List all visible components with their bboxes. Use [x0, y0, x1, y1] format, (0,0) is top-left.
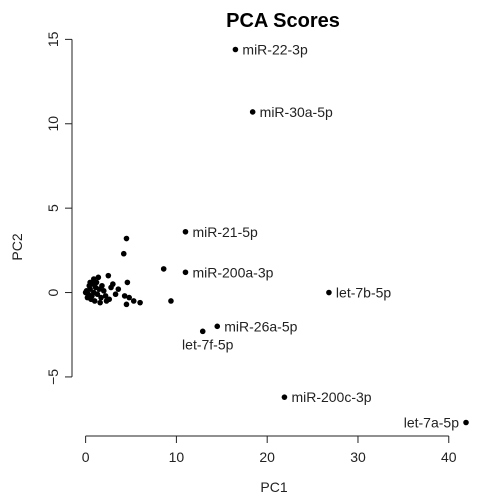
data-point [94, 291, 101, 298]
data-point [126, 294, 132, 301]
labeled-data-point [182, 228, 189, 235]
data-point [99, 282, 105, 289]
point-label: miR-22-3p [242, 42, 308, 58]
y-axis-label: PC2 [9, 233, 25, 260]
y-tick-label: −5 [45, 369, 61, 385]
point-label: miR-200a-3p [192, 264, 273, 280]
data-point [84, 294, 91, 301]
data-point [98, 294, 104, 301]
y-tick-label: 5 [45, 204, 61, 212]
data-point [112, 291, 119, 298]
y-tick-label: 10 [45, 116, 61, 132]
labeled-data-point [232, 46, 239, 53]
data-point [123, 301, 130, 308]
point-label: let-7f-5p [182, 336, 234, 352]
labeled-data-point [249, 109, 256, 115]
data-point [130, 298, 137, 304]
data-point [82, 289, 89, 296]
point-label: miR-26a-5p [224, 318, 297, 334]
data-point [97, 299, 103, 306]
labeled-data-point [463, 419, 469, 426]
data-point [120, 250, 127, 257]
point-label: let-7b-5p [336, 285, 391, 301]
x-tick-label: 40 [441, 449, 457, 465]
labeled-data-point [182, 269, 189, 276]
data-point [124, 279, 131, 286]
point-labels: miR-22-3p miR-30a-5p miR-21-5p miR-200a-3p l… [182, 42, 459, 431]
chart-title: PCA Scores [226, 10, 340, 32]
data-point [100, 288, 107, 294]
data-point [106, 296, 113, 303]
data-point [105, 272, 112, 279]
data-point [102, 293, 109, 299]
labeled-data-point [199, 328, 206, 335]
data-point [137, 299, 143, 306]
data-point [121, 293, 128, 299]
data-point [95, 274, 102, 281]
data-point [168, 298, 174, 304]
labeled-data-point [281, 394, 288, 400]
data-point [90, 276, 97, 282]
labeled-data-point [326, 289, 332, 296]
data-point [91, 298, 98, 304]
point-label: miR-200c-3p [291, 389, 371, 405]
point-label: miR-30a-5p [260, 104, 333, 120]
plot-points [82, 46, 469, 426]
data-point [87, 279, 93, 286]
point-label: miR-21-5p [192, 224, 258, 240]
labeled-data-point [214, 323, 221, 330]
y-tick-label: 0 [45, 288, 61, 296]
data-point [115, 286, 122, 292]
x-axis-label: PC1 [260, 479, 287, 495]
x-tick-label: 0 [82, 449, 90, 465]
x-tick-label: 30 [350, 449, 366, 465]
data-point [123, 235, 130, 242]
x-tick-label: 20 [259, 449, 275, 465]
x-tick-label: 10 [169, 449, 185, 465]
axes: 0 10 20 30 40 −5 0 5 10 15 [45, 31, 457, 465]
data-point [110, 281, 116, 287]
point-label: let-7a-5p [404, 414, 459, 430]
y-tick-label: 15 [45, 31, 61, 47]
data-point [160, 266, 167, 272]
